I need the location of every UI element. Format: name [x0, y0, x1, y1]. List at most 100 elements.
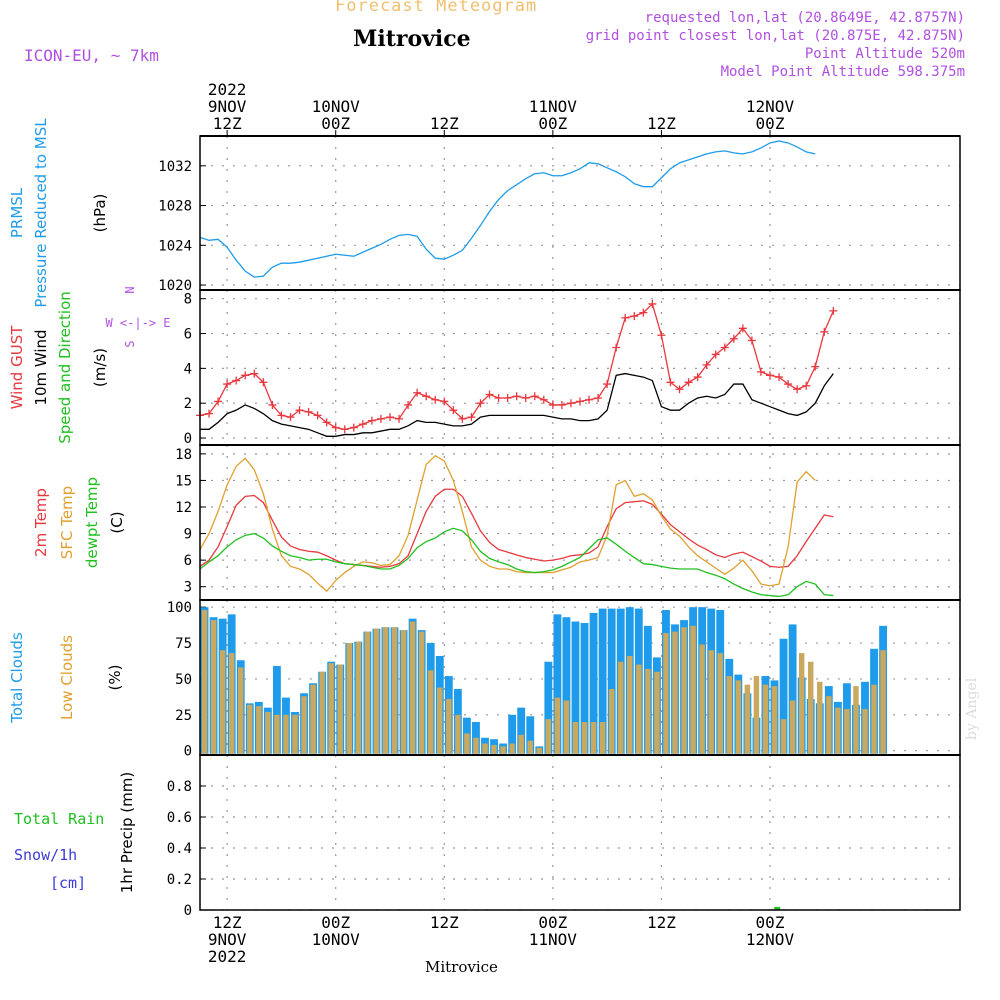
low-cloud-bar — [337, 664, 343, 754]
total-cloud-bar — [598, 608, 607, 754]
footer-station: Mitrovice — [425, 958, 498, 976]
bottom-time-label: 10NOV — [312, 930, 361, 949]
low-cloud-bar — [672, 631, 678, 754]
wind-panel-frame — [199, 289, 961, 446]
low-cloud-bar — [346, 643, 353, 754]
bottom-time-label: 12Z — [213, 913, 242, 932]
temp-series-dewpt-temp — [199, 527, 834, 598]
low-cloud-bar — [654, 671, 660, 754]
model-label: ICON-EU, ~ 7km — [24, 46, 159, 65]
point-altitude: Point Altitude 520m — [804, 46, 965, 62]
precip-legend-label: [cm] — [50, 874, 86, 892]
bottom-time-label: 12Z — [647, 913, 676, 932]
total-cloud-bar — [517, 707, 526, 754]
top-time-label: 12Z — [430, 114, 459, 133]
top-time-label: 12Z — [213, 114, 242, 133]
gust-marker — [548, 400, 557, 409]
gust-marker — [702, 360, 711, 369]
gust-marker — [829, 306, 838, 315]
total-cloud-bar — [788, 624, 797, 754]
low-cloud-bar — [500, 746, 506, 754]
clouds-y-tick-label: 0 — [184, 744, 192, 760]
total-cloud-bar — [580, 622, 589, 754]
wind-y-tick-label: 8 — [184, 292, 192, 308]
low-cloud-bar — [862, 709, 868, 754]
low-cloud-bar — [274, 714, 280, 754]
low-cloud-bar — [789, 700, 796, 754]
gust-marker — [585, 395, 594, 404]
total-cloud-bar — [571, 621, 580, 754]
gridpoint-coords: grid point closest lon,lat (20.875E, 42.… — [585, 28, 965, 44]
total-cloud-bar — [508, 714, 517, 754]
gust-marker — [621, 313, 630, 322]
bottom-time-label: 12NOV — [746, 930, 795, 949]
low-cloud-bar — [663, 633, 669, 754]
pressure-panel-frame — [199, 135, 961, 291]
low-cloud-bar — [491, 744, 497, 754]
low-cloud-bar — [283, 714, 289, 754]
top-time-label: 00Z — [756, 114, 785, 133]
gust-marker — [775, 373, 784, 382]
compass-south: S — [123, 340, 137, 347]
pressure-y-tick-label: 1032 — [158, 159, 192, 175]
low-cloud-bar — [627, 655, 633, 754]
gust-marker — [784, 380, 793, 389]
temp-y-tick-label: 6 — [184, 553, 192, 569]
low-cloud-bar — [464, 733, 470, 754]
bottom-time-label: 9NOV — [208, 930, 247, 949]
gust-marker — [666, 378, 675, 387]
total-cloud-bar — [589, 612, 598, 754]
low-cloud-bar — [762, 684, 769, 754]
compass-east-west: W <-|-> E — [105, 316, 170, 330]
low-cloud-bar — [509, 743, 515, 754]
gust-marker — [521, 393, 530, 402]
pressure-axis-label: PRMSL — [8, 187, 26, 238]
clouds-y-tick-label: 75 — [175, 636, 192, 652]
precip-y-tick-label: 0.8 — [167, 779, 192, 795]
low-cloud-bar — [753, 676, 760, 754]
low-cloud-bar — [382, 627, 389, 754]
low-cloud-bar — [437, 687, 443, 754]
gust-marker — [720, 343, 729, 352]
pressure-y-tick-label: 1024 — [158, 238, 192, 254]
gust-marker — [639, 308, 648, 317]
bottom-time-label: 11NOV — [529, 930, 578, 949]
low-cloud-bar — [735, 680, 742, 754]
wind-axis-label: Speed and Direction — [56, 291, 74, 444]
gust-marker — [802, 381, 811, 390]
gust-marker — [738, 324, 747, 333]
bottom-time-label: 00Z — [538, 913, 567, 932]
low-cloud-bar — [581, 721, 588, 754]
low-cloud-bar — [599, 721, 606, 754]
low-cloud-bar — [636, 664, 642, 754]
low-cloud-bar — [871, 684, 877, 754]
gust-marker — [313, 411, 322, 420]
low-cloud-bar — [364, 631, 371, 754]
gust-marker — [205, 409, 214, 418]
gust-marker — [630, 312, 639, 321]
precip-legend-label: Snow/1h — [14, 846, 77, 864]
low-cloud-bar — [210, 620, 217, 754]
gust-marker — [820, 327, 829, 336]
low-cloud-bar — [310, 684, 316, 754]
low-cloud-bar — [527, 740, 533, 754]
low-cloud-bar — [572, 721, 579, 754]
top-time-label: 12Z — [647, 114, 676, 133]
low-cloud-bar — [826, 696, 832, 754]
low-cloud-bar — [455, 714, 461, 754]
low-cloud-bar — [771, 686, 778, 754]
low-cloud-bar — [681, 627, 687, 754]
gust-marker — [250, 369, 259, 378]
gust-marker — [648, 299, 657, 308]
temp-axis-label: 2m Temp — [32, 488, 50, 557]
total-cloud-bar — [272, 666, 281, 754]
low-cloud-bar — [699, 644, 705, 754]
gust-marker — [340, 425, 349, 434]
low-cloud-bar — [409, 621, 416, 754]
gust-marker — [322, 418, 331, 427]
gust-marker — [232, 376, 241, 385]
clouds-y-tick-label: 50 — [175, 672, 192, 688]
low-cloud-bar — [301, 696, 307, 754]
top-time-label: 10NOV — [312, 97, 361, 116]
